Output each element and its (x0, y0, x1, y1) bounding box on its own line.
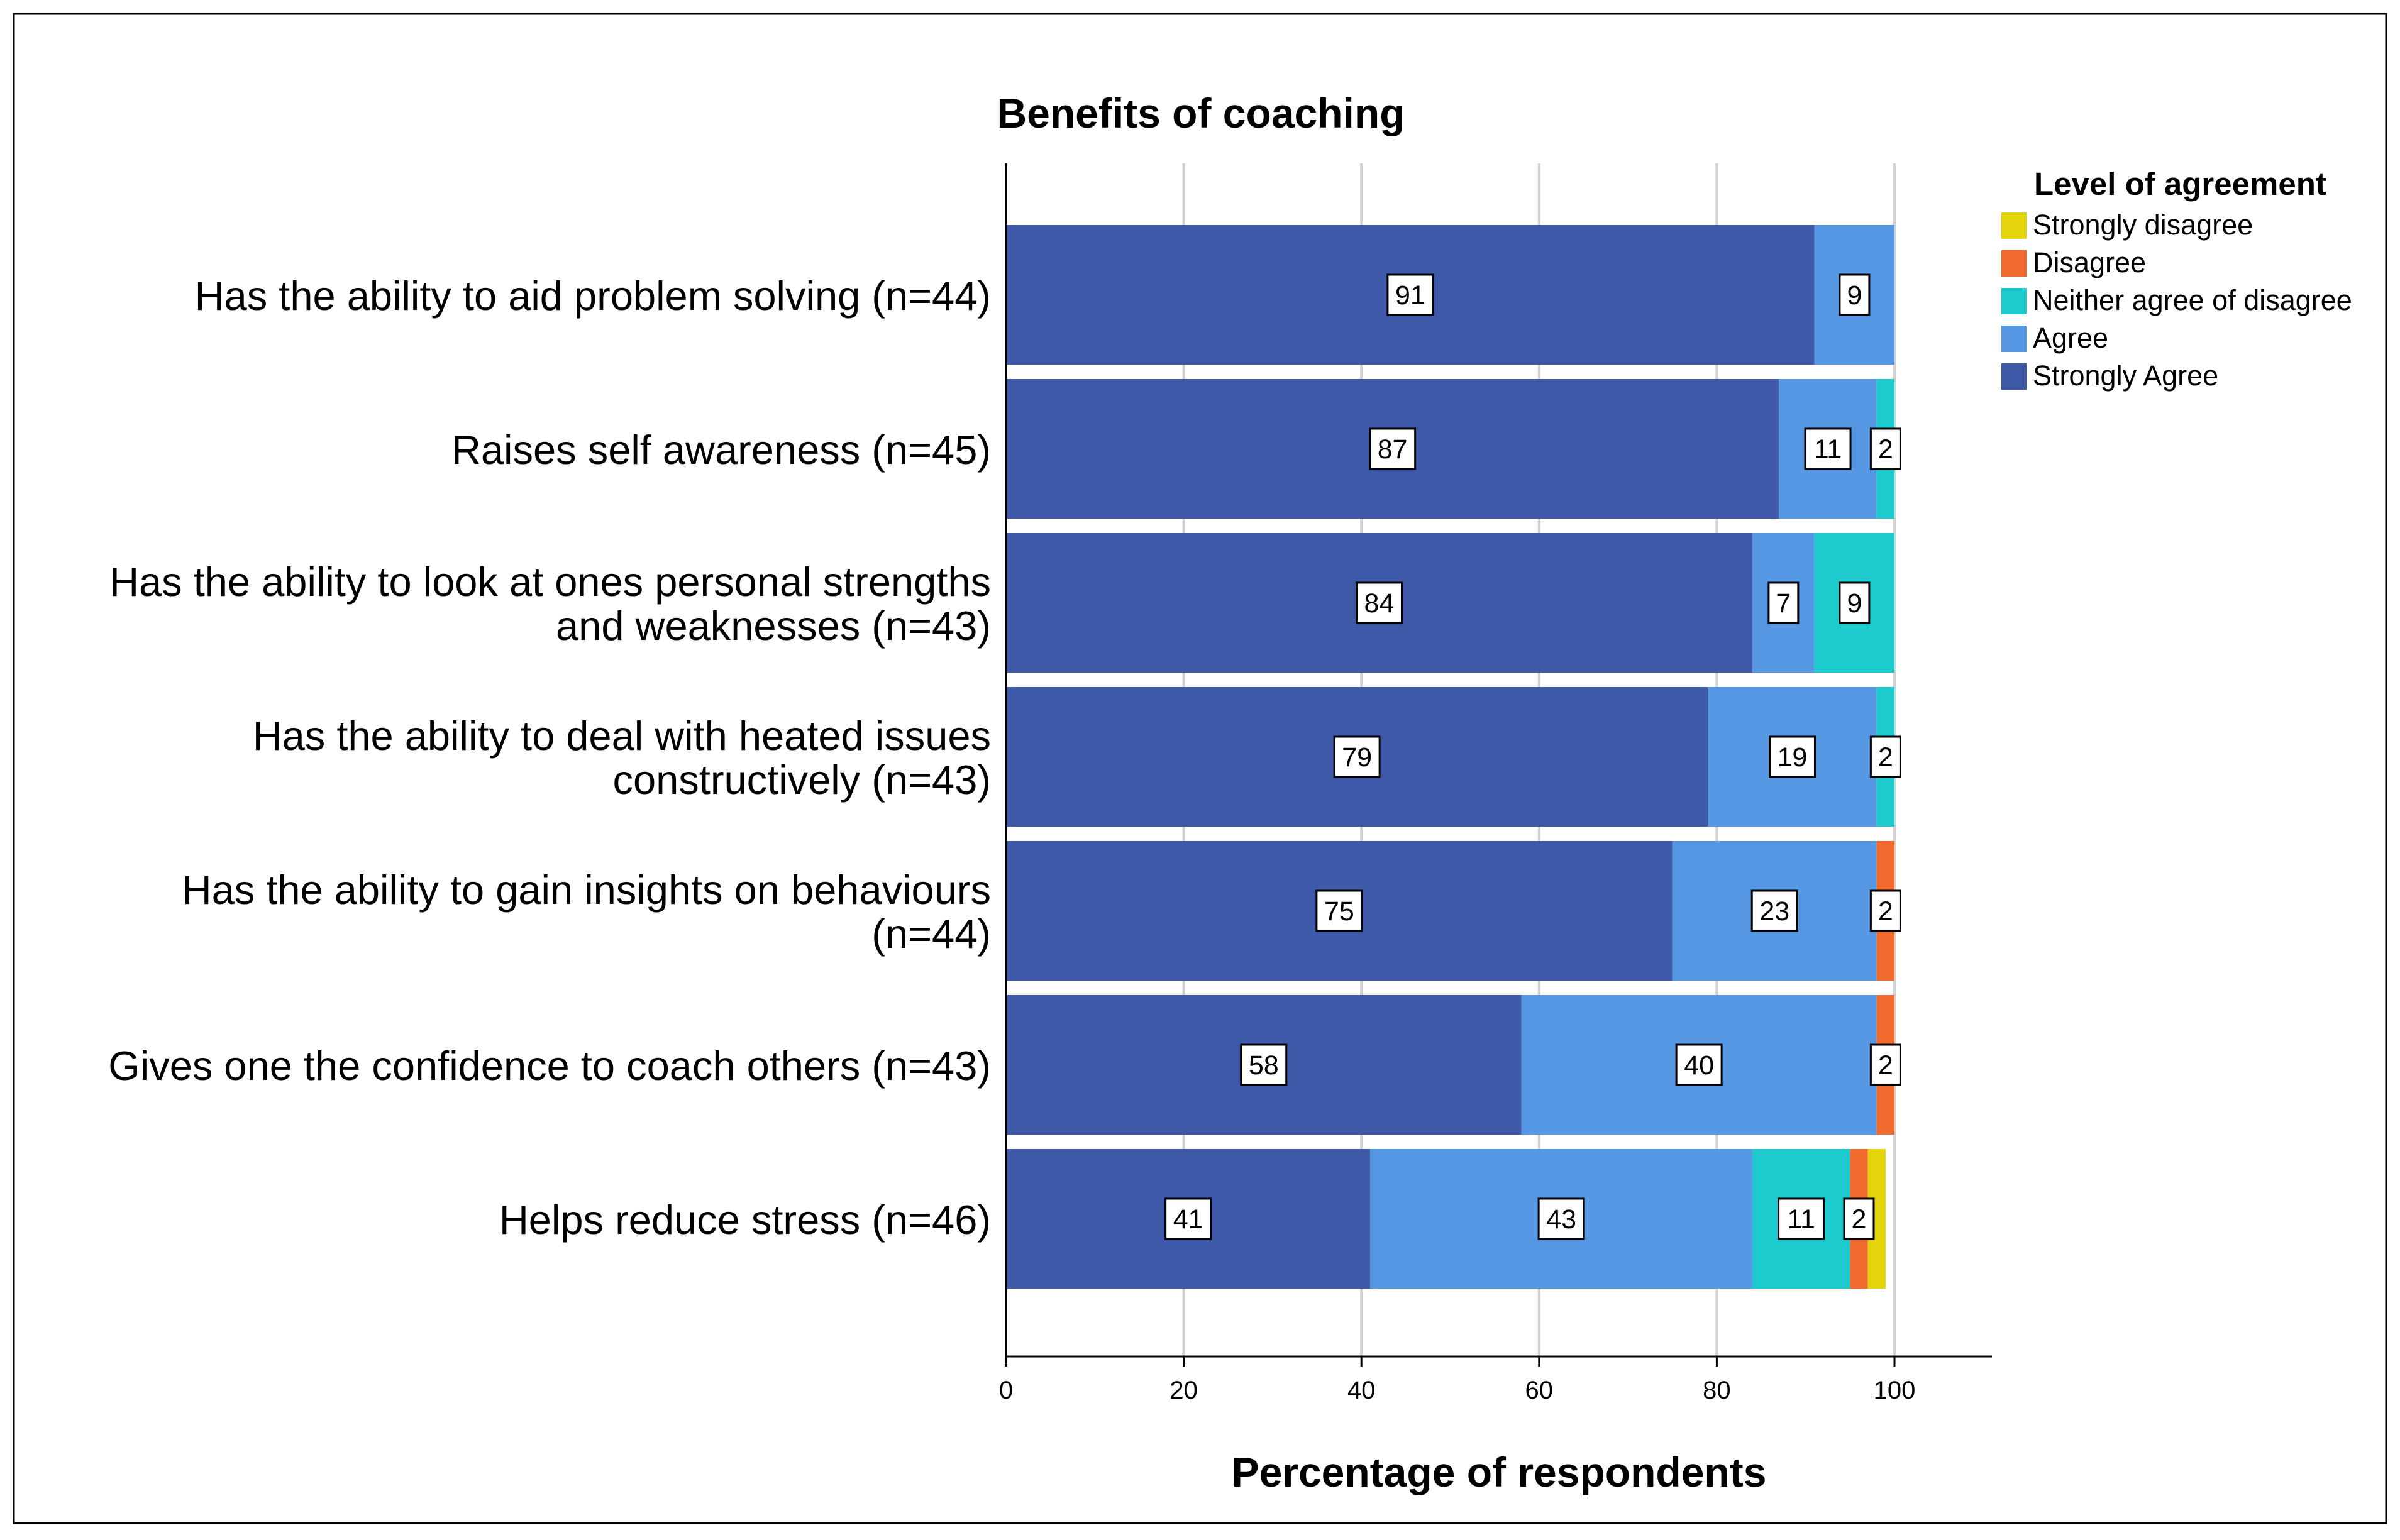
data-label: 84 (1364, 588, 1395, 619)
legend-title: Level of agreement (2034, 166, 2326, 202)
category-label: constructively (n=43) (612, 757, 991, 803)
x-tick-label: 40 (1347, 1377, 1376, 1404)
category-label: and weaknesses (n=43) (556, 603, 991, 649)
data-label-box (1769, 735, 1817, 778)
x-axis-label: Percentage of respondents (1232, 1449, 1767, 1495)
data-label: 75 (1324, 896, 1354, 927)
category-label: Gives one the confidence to coach others… (108, 1043, 991, 1089)
category-label: Has the ability to gain insights on beha… (182, 867, 991, 913)
x-tick-label: 60 (1525, 1377, 1554, 1404)
chart-title: Benefits of coaching (997, 90, 1405, 136)
data-label-box (1386, 273, 1434, 316)
data-label-box (1778, 1197, 1825, 1240)
legend-label: Agree (2033, 322, 2108, 354)
data-label-box (1315, 889, 1363, 932)
data-label: 79 (1342, 742, 1372, 773)
data-label-box (1767, 581, 1800, 624)
data-label: 7 (1776, 588, 1791, 619)
data-label: 87 (1378, 434, 1408, 465)
data-label-box (1869, 1043, 1901, 1086)
data-label: 11 (1814, 434, 1842, 465)
data-label: 43 (1546, 1204, 1576, 1235)
legend-swatch (2001, 212, 2027, 239)
data-label: 23 (1759, 896, 1789, 927)
data-label: 58 (1249, 1050, 1279, 1081)
data-label: 91 (1395, 280, 1425, 311)
data-label-box (1333, 735, 1381, 778)
x-tick-label: 0 (999, 1377, 1013, 1404)
category-label: Has the ability to look at ones personal… (109, 559, 991, 605)
legend-swatch (2001, 326, 2027, 352)
data-label-box (1164, 1197, 1212, 1240)
data-label: 41 (1173, 1204, 1203, 1235)
data-label-box (1537, 1197, 1585, 1240)
x-tick-label: 100 (1874, 1377, 1916, 1404)
category-label: Has the ability to aid problem solving (… (195, 273, 991, 319)
x-tick-label: 20 (1170, 1377, 1198, 1404)
data-label-box (1369, 427, 1417, 470)
legend-label: Disagree (2033, 246, 2146, 278)
data-label: 9 (1847, 280, 1862, 311)
category-label: (n=44) (871, 911, 991, 957)
data-label: 2 (1878, 896, 1893, 927)
data-label: 2 (1878, 742, 1893, 773)
data-label-box (1843, 1197, 1875, 1240)
legend-swatch (2001, 363, 2027, 390)
legend-label: Neither agree of disagree (2033, 284, 2352, 316)
data-label: 2 (1878, 1050, 1893, 1081)
data-label-box (1869, 889, 1901, 932)
category-label: Raises self awareness (n=45) (451, 427, 991, 473)
data-label-box (1839, 273, 1871, 316)
data-label-box (1750, 889, 1798, 932)
data-label-box (1675, 1043, 1723, 1086)
data-label-box (1240, 1043, 1288, 1086)
data-label: 40 (1684, 1050, 1714, 1081)
data-label-box (1355, 581, 1403, 624)
data-label: 11 (1787, 1204, 1815, 1235)
data-label: 9 (1847, 588, 1862, 619)
data-label-box (1869, 427, 1901, 470)
data-label: 2 (1878, 434, 1893, 465)
legend-swatch (2001, 250, 2027, 277)
category-label: Helps reduce stress (n=46) (499, 1197, 991, 1243)
data-label-box (1804, 427, 1852, 470)
data-label-box (1869, 735, 1901, 778)
data-label-box (1839, 581, 1871, 624)
legend-swatch (2001, 288, 2027, 314)
x-tick-label: 80 (1703, 1377, 1731, 1404)
legend-label: Strongly disagree (2033, 209, 2253, 241)
data-label: 2 (1852, 1204, 1867, 1235)
category-label: Has the ability to deal with heated issu… (253, 713, 991, 759)
data-label: 19 (1778, 742, 1808, 773)
legend-label: Strongly Agree (2033, 360, 2218, 392)
